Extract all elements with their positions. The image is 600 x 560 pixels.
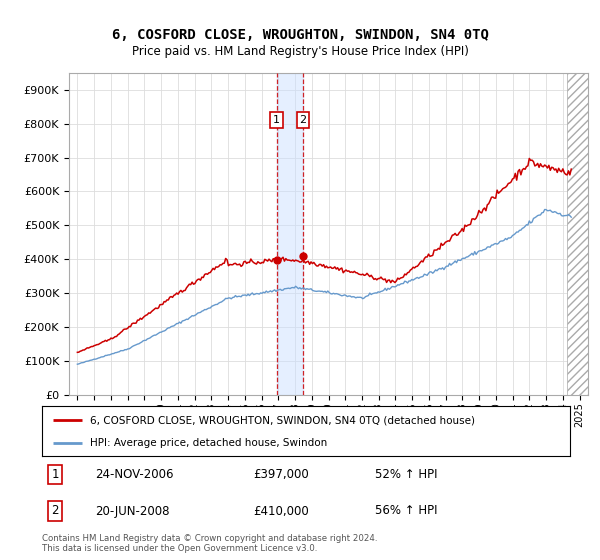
Text: HPI: Average price, detached house, Swindon: HPI: Average price, detached house, Swin… (89, 438, 327, 449)
Text: 2: 2 (299, 115, 307, 125)
Text: £397,000: £397,000 (253, 468, 309, 481)
Text: 24-NOV-2006: 24-NOV-2006 (95, 468, 173, 481)
Text: 6, COSFORD CLOSE, WROUGHTON, SWINDON, SN4 0TQ: 6, COSFORD CLOSE, WROUGHTON, SWINDON, SN… (112, 28, 488, 42)
Bar (277, 73, 303, 395)
Text: Price paid vs. HM Land Registry's House Price Index (HPI): Price paid vs. HM Land Registry's House … (131, 45, 469, 58)
Text: 6, COSFORD CLOSE, WROUGHTON, SWINDON, SN4 0TQ (detached house): 6, COSFORD CLOSE, WROUGHTON, SWINDON, SN… (89, 415, 475, 425)
Text: 52% ↑ HPI: 52% ↑ HPI (374, 468, 437, 481)
Text: 56% ↑ HPI: 56% ↑ HPI (374, 505, 437, 517)
Text: 1: 1 (52, 468, 59, 481)
Text: 20-JUN-2008: 20-JUN-2008 (95, 505, 169, 517)
Text: Contains HM Land Registry data © Crown copyright and database right 2024.
This d: Contains HM Land Registry data © Crown c… (42, 534, 377, 553)
Text: 2: 2 (52, 505, 59, 517)
Text: 1: 1 (273, 115, 280, 125)
Bar (567, 73, 596, 395)
Text: £410,000: £410,000 (253, 505, 309, 517)
